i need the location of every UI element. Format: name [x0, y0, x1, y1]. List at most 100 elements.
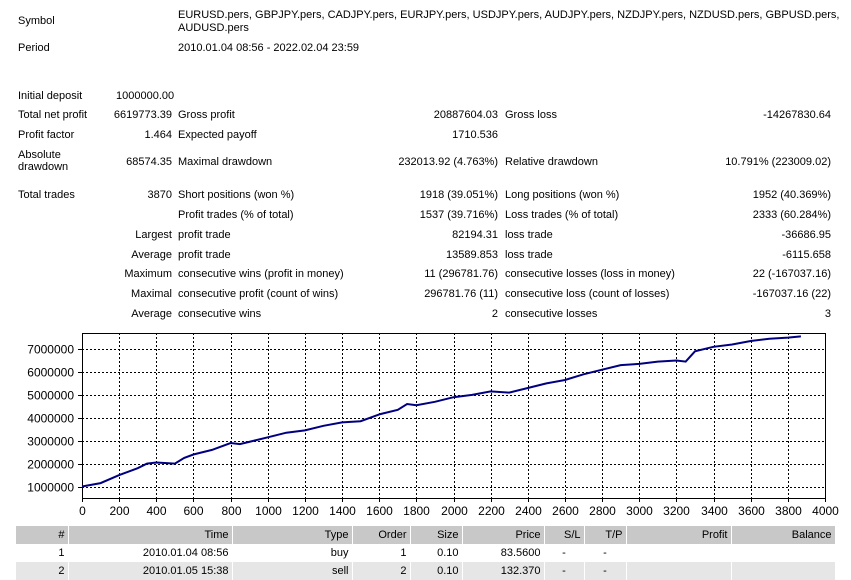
symbol-label: Symbol — [18, 15, 55, 27]
x-tick-label: 600 — [183, 504, 203, 518]
x-tick-label: 1800 — [403, 504, 430, 518]
column-header-price[interactable]: Price — [462, 526, 545, 544]
profit-factor-value: 1.464 — [144, 129, 172, 141]
column-header-time[interactable]: Time — [68, 526, 233, 544]
average-profit-label: profit trade — [178, 249, 231, 261]
balance-line — [81, 335, 801, 488]
period-value: 2010.01.04 08:56 - 2022.02.04 23:59 — [178, 42, 360, 54]
profit-trades-label: Profit trades (% of total) — [178, 209, 294, 221]
short-positions-label: Short positions (won %) — [178, 189, 295, 201]
average-label: Average — [131, 249, 172, 261]
average-loss-value: -6115.658 — [782, 249, 831, 261]
x-tick-label: 3600 — [738, 504, 765, 518]
column-header-order[interactable]: Order — [352, 526, 411, 544]
x-tick-label: 2200 — [478, 504, 505, 518]
table-cell: 2 — [16, 562, 69, 580]
table-cell: 132.370 — [462, 562, 545, 580]
table-cell: - — [584, 562, 627, 580]
deals-table: # Time Type Order Size Price S/L T/P Profit Balan… — [16, 526, 836, 580]
maximal-consec-loss-label: consecutive loss (count of losses) — [505, 288, 670, 300]
y-tick-label: 4000000 — [27, 412, 74, 426]
table-cell: 0.10 — [410, 562, 463, 580]
expected-payoff-value: 1710.536 — [452, 129, 498, 141]
largest-profit-label: profit trade — [178, 229, 231, 241]
y-tick-label: 2000000 — [27, 458, 74, 472]
average-consec-label: Average — [131, 308, 172, 320]
maximal-label: Maximal — [131, 288, 172, 300]
gross-loss-label: Gross loss — [505, 109, 557, 121]
total-net-profit-label: Total net profit — [18, 109, 88, 121]
avg-consec-losses-label: consecutive losses — [505, 308, 598, 320]
column-header-profit[interactable]: Profit — [626, 526, 732, 544]
column-header-[interactable]: # — [16, 526, 69, 544]
chart-grid — [82, 333, 826, 498]
table-cell: 2 — [352, 562, 411, 580]
symbol-value: EURUSD.pers, GBPJPY.pers, CADJPY.pers, E… — [178, 9, 840, 21]
table-cell: 2010.01.04 08:56 — [68, 544, 233, 562]
x-tick-label: 3200 — [663, 504, 690, 518]
max-consec-wins-value: 11 (296781.76) — [424, 268, 498, 280]
table-cell: buy — [232, 544, 353, 562]
table-cell: - — [584, 544, 627, 562]
total-net-profit-value: 6619773.39 — [113, 109, 172, 121]
column-header-type[interactable]: Type — [232, 526, 353, 544]
long-positions-label: Long positions (won %) — [505, 189, 620, 201]
x-tick-label: 2800 — [589, 504, 616, 518]
x-tick-label: 1400 — [329, 504, 356, 518]
max-consec-wins-label: consecutive wins (profit in money) — [178, 268, 344, 280]
column-header-s-l[interactable]: S/L — [544, 526, 585, 544]
y-tick-label: 1000000 — [27, 481, 74, 495]
absolute-drawdown-value: 68574.35 — [126, 156, 172, 168]
period-label: Period — [18, 42, 50, 54]
maximum-label: Maximum — [124, 268, 172, 280]
table-cell: 1 — [16, 544, 69, 562]
initial-deposit-label: Initial deposit — [18, 90, 83, 102]
y-tick-label: 5000000 — [27, 389, 74, 403]
table-cell: - — [544, 544, 585, 562]
column-header-balance[interactable]: Balance — [731, 526, 836, 544]
loss-trades-value: 2333 (60.284%) — [752, 209, 831, 221]
largest-profit-value: 82194.31 — [452, 229, 498, 241]
table-row: 1 2010.01.04 08:56 buy 1 0.10 83.5600- - — [16, 544, 836, 562]
x-tick-label: 1200 — [292, 504, 319, 518]
x-axis-ticks: 0 200 400 600 800 1000 1200 1400 1600 1800 2000 220… — [79, 498, 839, 518]
x-tick-label: 1600 — [366, 504, 393, 518]
table-cell — [731, 544, 836, 562]
y-tick-label: 3000000 — [27, 435, 74, 449]
y-axis-ticks: 1000000 2000000 3000000 4000000 5000000 60000… — [27, 343, 82, 495]
avg-consec-losses-value: 3 — [824, 308, 831, 320]
largest-loss-value: -36686.95 — [781, 229, 831, 241]
symbol-value-continued: AUDUSD.pers — [178, 22, 249, 34]
max-consec-losses-value: 22 (-167037.16) — [752, 268, 831, 280]
x-tick-label: 3800 — [775, 504, 802, 518]
gross-loss-value: -14267830.64 — [763, 109, 831, 121]
y-tick-label: 7000000 — [27, 343, 74, 357]
table-cell — [731, 562, 836, 580]
avg-consec-wins-label: consecutive wins — [178, 308, 262, 320]
gross-profit-label: Gross profit — [178, 109, 235, 121]
maximal-drawdown-label: Maximal drawdown — [178, 156, 273, 168]
table-header-row: # Time Type Order Size Price S/L T/P Profit Balan… — [16, 526, 836, 544]
table-row: 2 2010.01.05 15:38 sell 2 0.10 132.370- - — [16, 562, 836, 580]
profit-trades-value: 1537 (39.716%) — [419, 209, 498, 221]
largest-label: Largest — [135, 229, 172, 241]
short-positions-value: 1918 (39.051%) — [419, 189, 498, 201]
x-tick-label: 3000 — [626, 504, 653, 518]
x-tick-label: 2400 — [515, 504, 542, 518]
x-tick-label: 3400 — [701, 504, 728, 518]
column-header-size[interactable]: Size — [410, 526, 463, 544]
absolute-drawdown-label: Absolute — [18, 149, 61, 161]
absolute-drawdown-label-line2: drawdown — [18, 161, 69, 173]
relative-drawdown-value: 10.791% (223009.02) — [725, 156, 831, 168]
y-tick-label: 6000000 — [27, 366, 74, 380]
average-loss-label: loss trade — [505, 249, 553, 261]
x-tick-label: 400 — [146, 504, 166, 518]
column-header-t-p[interactable]: T/P — [584, 526, 627, 544]
maximal-consec-profit-label: consecutive profit (count of wins) — [178, 288, 339, 300]
x-tick-label: 2600 — [552, 504, 579, 518]
expected-payoff-label: Expected payoff — [178, 129, 257, 141]
balance-chart: 1000000 2000000 3000000 4000000 5000000 60000… — [27, 333, 839, 518]
gross-profit-value: 20887604.03 — [433, 109, 498, 121]
x-tick-label: 200 — [109, 504, 129, 518]
maximal-drawdown-value: 232013.92 (4.763%) — [398, 156, 498, 168]
